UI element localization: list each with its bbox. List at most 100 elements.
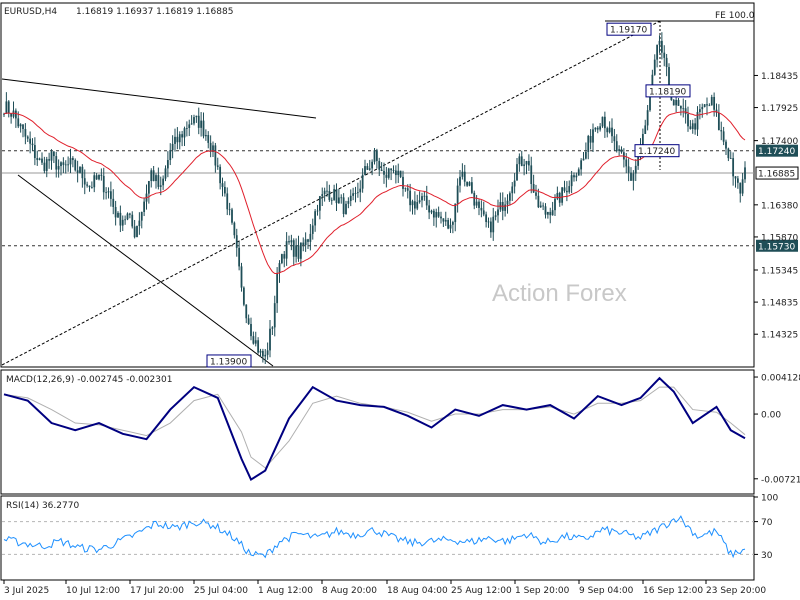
candle-body <box>345 203 347 215</box>
candle-body <box>546 211 549 215</box>
candle-body <box>468 182 471 186</box>
candle-body <box>380 169 383 171</box>
candle-body <box>451 222 454 225</box>
candle-body <box>126 213 129 220</box>
candle-body <box>613 136 616 142</box>
candle-body <box>694 123 697 130</box>
candle-body <box>456 185 459 204</box>
candle-body <box>430 210 433 213</box>
macd-title: MACD(12,26,9) -0.002745 -0.002301 <box>6 375 172 385</box>
candle-body <box>159 185 162 187</box>
candle-body <box>551 210 554 216</box>
time-tick-label: 25 Jul 04:00 <box>194 586 248 596</box>
candle-body <box>589 135 592 143</box>
candle-body <box>10 113 13 117</box>
candle-body <box>90 187 93 188</box>
candle-body <box>235 235 238 248</box>
candle-body <box>489 221 492 233</box>
candle-body <box>62 162 65 165</box>
candle-body <box>128 213 131 215</box>
candle-body <box>48 159 51 161</box>
candle-body <box>601 116 604 127</box>
candle-body <box>297 245 300 259</box>
candle-body <box>544 206 547 215</box>
candle-body <box>404 188 407 190</box>
candle-body <box>17 118 20 127</box>
candle-body <box>273 303 276 328</box>
candle-body <box>155 175 157 182</box>
candle-body <box>485 214 488 222</box>
candle-body <box>582 158 585 161</box>
candle-body <box>383 170 385 175</box>
price-tick-label: 1.14325 <box>761 331 798 341</box>
candle-body <box>333 189 336 201</box>
candle-body <box>124 219 127 221</box>
candle-body <box>556 192 559 199</box>
candle-body <box>632 173 635 181</box>
candle-body <box>335 189 338 204</box>
candle-body <box>644 125 647 134</box>
price-panel <box>0 2 755 368</box>
candle-body <box>76 170 79 173</box>
lower-channel-line <box>17 174 274 367</box>
candle-body <box>359 188 362 193</box>
candle-body <box>288 241 290 243</box>
candle-body <box>504 204 507 211</box>
candle-body <box>95 175 98 180</box>
candle-body <box>387 168 390 178</box>
candle-body <box>183 128 186 138</box>
candle-body <box>164 168 167 179</box>
candle-body <box>45 159 48 171</box>
candle-body <box>691 123 694 129</box>
candle-body <box>93 175 96 188</box>
candle-body <box>425 195 428 206</box>
candle-body <box>200 120 203 128</box>
candle-body <box>727 148 730 159</box>
candle-body <box>340 197 343 199</box>
candle-body <box>577 169 580 176</box>
macd-axis: 0.004128 0.00 -0.007216 <box>754 374 800 485</box>
candle-body <box>31 143 34 146</box>
time-tick-label: 10 Jul 12:00 <box>66 586 120 596</box>
candle-body <box>216 165 219 167</box>
candle-body <box>138 220 141 227</box>
time-tick-label: 8 Aug 20:00 <box>322 586 377 596</box>
candle-body <box>114 207 117 218</box>
candle-body <box>121 219 124 226</box>
candle-body <box>542 205 545 207</box>
candle-body <box>290 240 293 243</box>
candle-body <box>342 197 345 215</box>
candle-body <box>202 120 205 137</box>
candle-body <box>682 108 685 110</box>
candle-body <box>530 165 533 185</box>
time-axis: 3 Jul 2025 10 Jul 12:00 17 Jul 20:00 25 Jul… <box>3 580 766 596</box>
candle-body <box>449 224 452 229</box>
annotation-box <box>645 84 691 98</box>
candle-body <box>354 193 357 194</box>
candle-body <box>276 272 279 304</box>
ohlc-label: 1.16819 1.16937 1.16819 1.16885 <box>76 7 233 17</box>
candle-body <box>478 201 480 208</box>
candle-body <box>537 195 540 208</box>
candle-body <box>428 205 431 213</box>
candle-body <box>50 151 53 161</box>
candle-body <box>257 340 260 353</box>
candle-body <box>43 162 46 171</box>
candle-body <box>368 168 371 170</box>
candle-body <box>64 164 67 166</box>
candle-body <box>580 160 583 170</box>
candle-body <box>321 194 324 197</box>
candle-body <box>649 92 651 111</box>
candle-body <box>668 67 670 87</box>
candle-body <box>88 185 91 188</box>
candle-body <box>98 174 100 180</box>
annotation-box <box>606 22 652 36</box>
candle-body <box>302 242 305 246</box>
candle-body <box>38 158 41 160</box>
candle-body <box>592 129 594 143</box>
candle-body <box>492 216 495 233</box>
candle-body <box>169 149 172 161</box>
candle-body <box>356 192 359 194</box>
time-tick-label: 9 Sep 04:00 <box>579 586 634 596</box>
macd-panel <box>0 369 755 495</box>
